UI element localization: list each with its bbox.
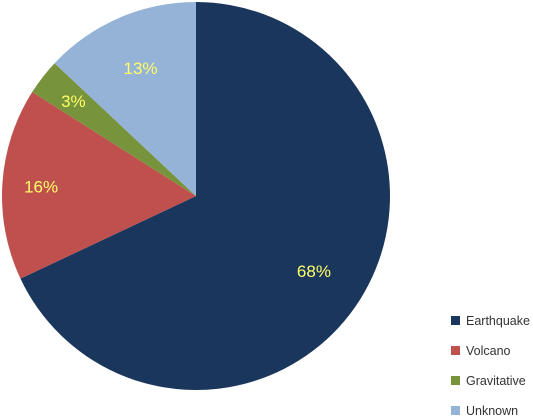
data-label-gravitative: 3% (61, 92, 86, 111)
legend-swatch-earthquake (451, 316, 460, 325)
legend: Earthquake Volcano Gravitative Unknown (451, 314, 530, 416)
legend-label-volcano: Volcano (466, 344, 511, 358)
data-label-earthquake: 68% (297, 262, 331, 281)
data-label-unknown: 13% (124, 59, 158, 78)
legend-label-unknown: Unknown (466, 404, 518, 416)
pie-slices (1, 2, 390, 390)
legend-label-earthquake: Earthquake (466, 314, 530, 328)
data-label-volcano: 16% (24, 177, 58, 196)
legend-label-gravitative: Gravitative (466, 374, 526, 388)
legend-swatch-volcano (451, 346, 460, 355)
pie-slice-unknown (54, 2, 197, 196)
pie-data-labels: 68% 16% 3% 13% (24, 59, 331, 281)
pie-slice-gravitative (32, 63, 197, 196)
legend-swatch-gravitative (451, 376, 460, 385)
legend-swatch-unknown (451, 406, 460, 415)
pie-slice-volcano (1, 92, 196, 279)
pie-slice-earthquake (20, 2, 390, 390)
